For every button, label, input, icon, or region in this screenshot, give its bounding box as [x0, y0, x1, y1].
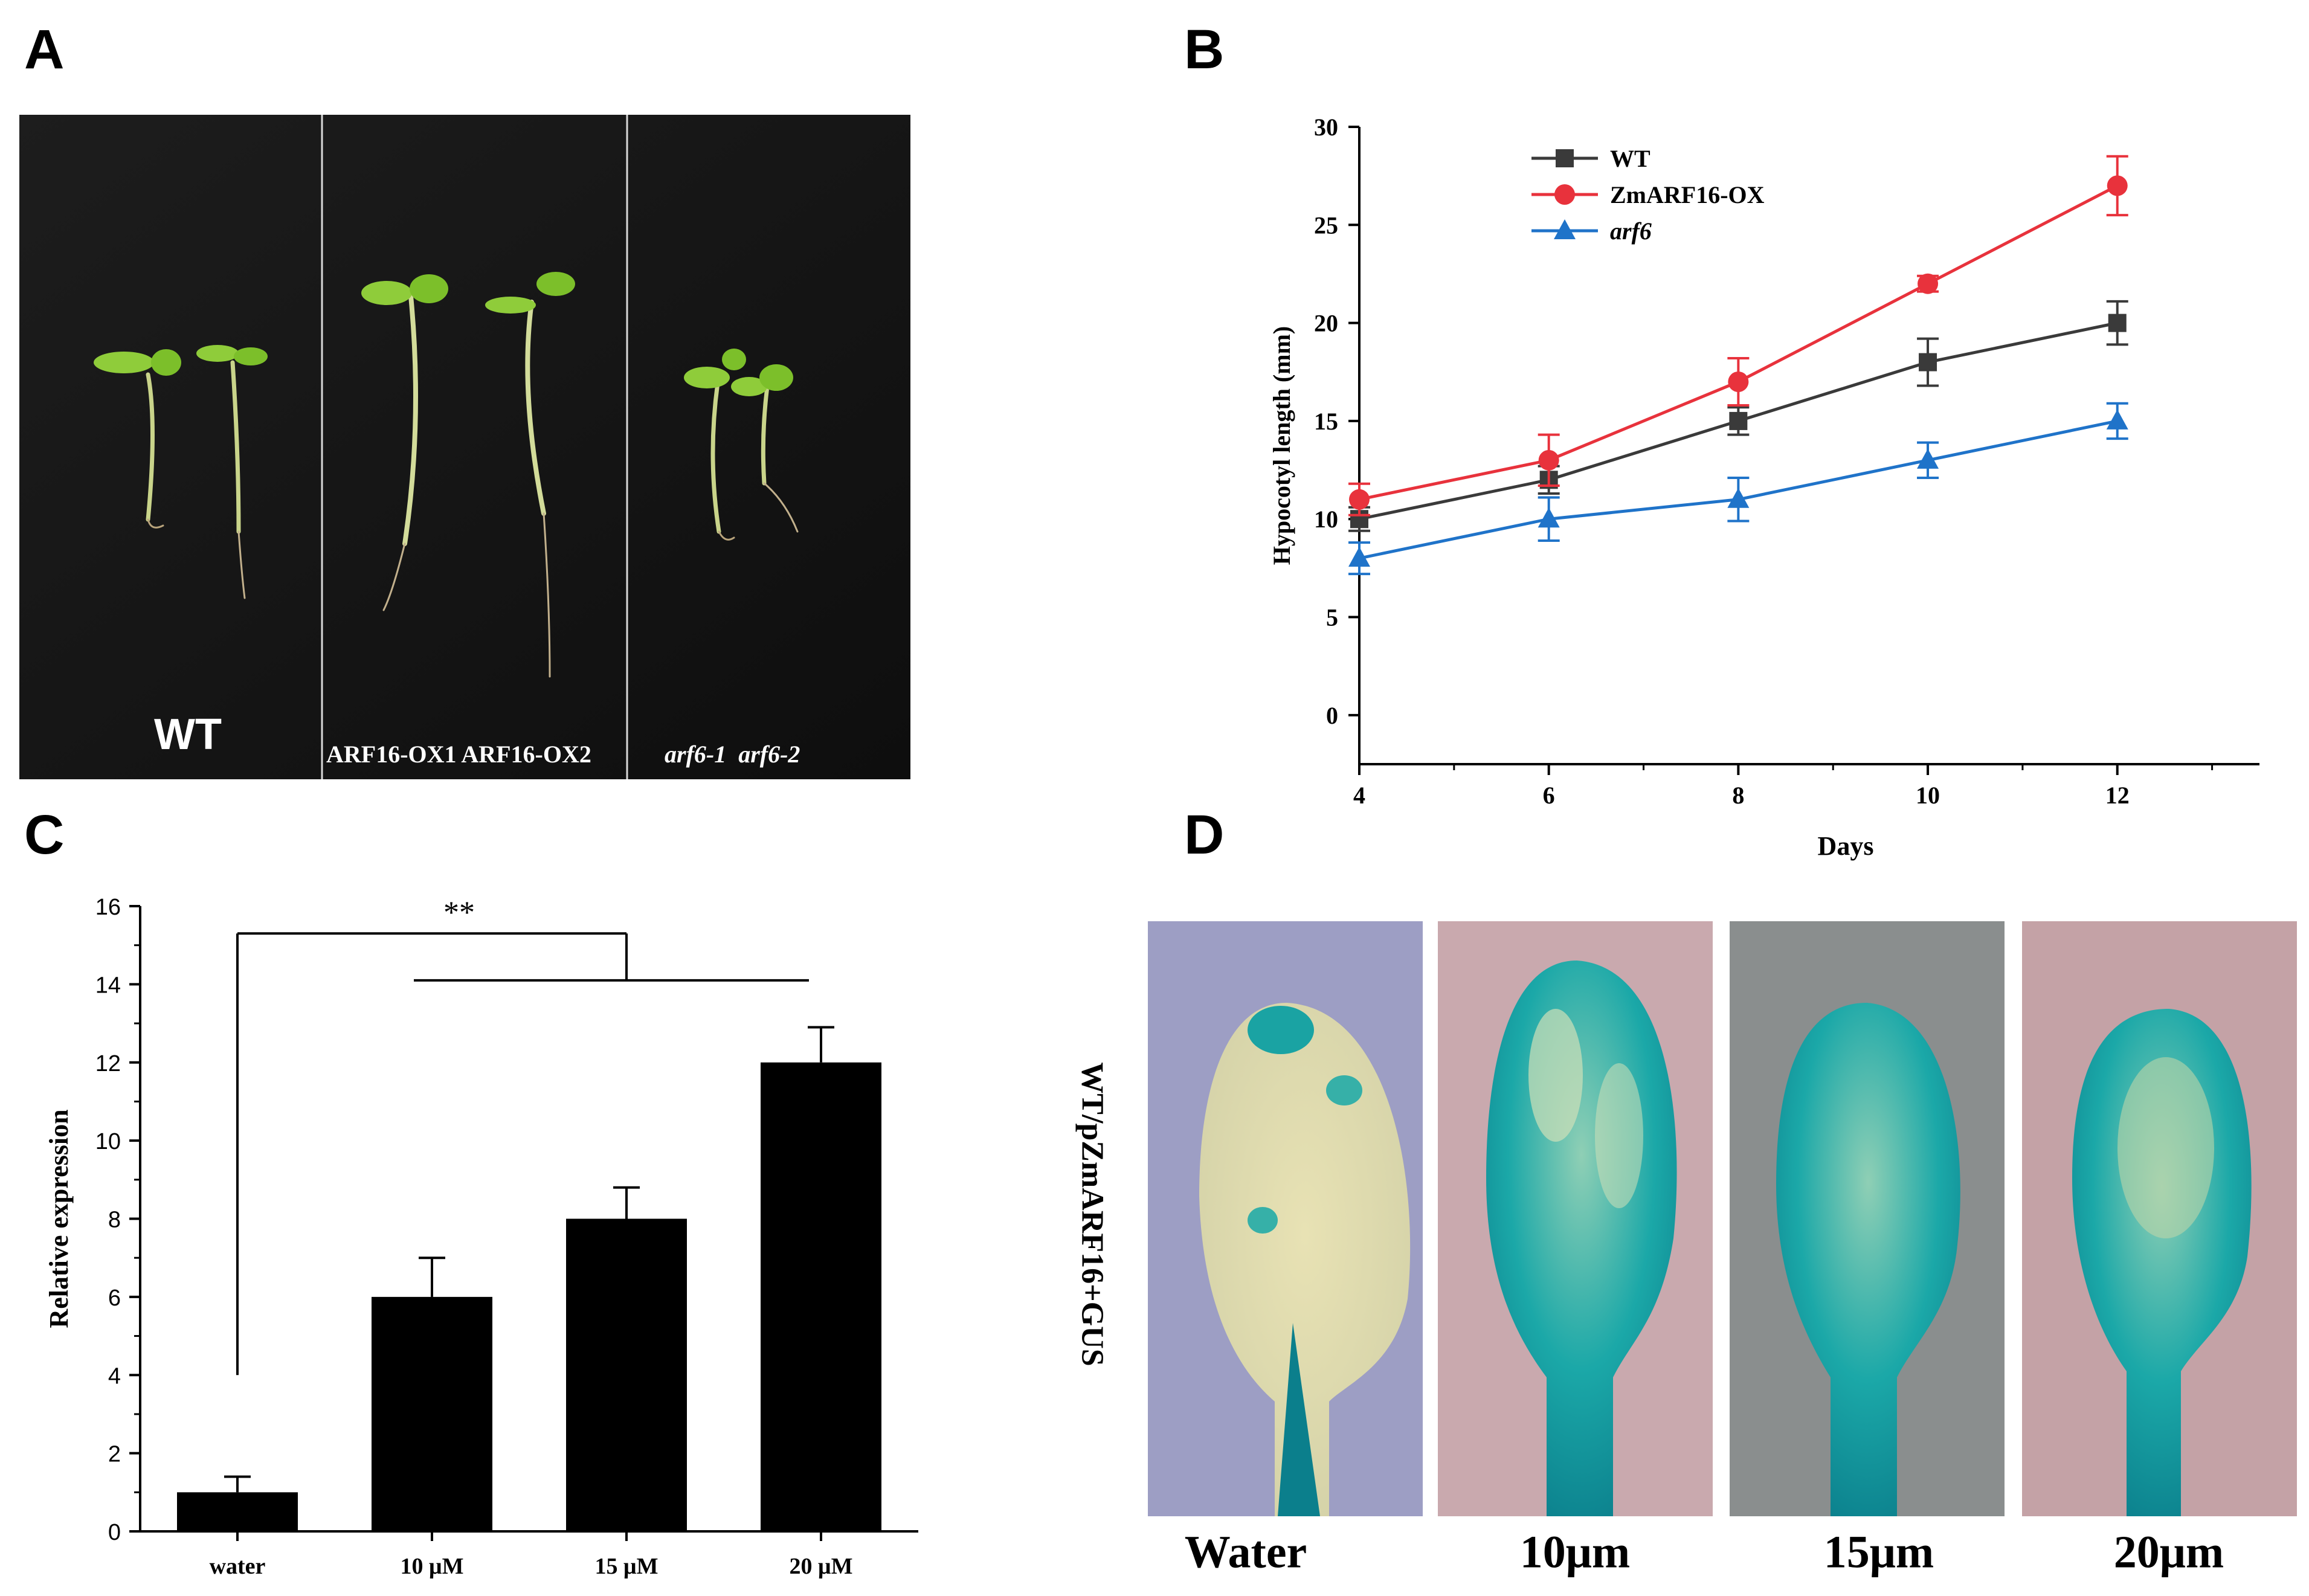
legend-label: WT [1610, 145, 1650, 172]
y-tick-label: 16 [95, 895, 121, 920]
y-tick-label: 4 [108, 1363, 121, 1389]
wt-seedlings [94, 345, 268, 599]
arf16-ox-seedlings [361, 272, 575, 678]
y-tick-label: 20 [1314, 310, 1338, 337]
data-point [1917, 448, 1939, 469]
data-point [1538, 449, 1559, 471]
y-axis-title: Hypocotyl length (mm) [1268, 326, 1295, 565]
data-point [1348, 547, 1370, 567]
series-zmarf16-ox [1348, 155, 2128, 516]
x-axis-title: Days [1818, 831, 1874, 861]
x-tick-label: 10 μM [401, 1554, 464, 1579]
x-tick-label: 15 μM [595, 1554, 659, 1579]
gus-label-10um: 10μm [1519, 1527, 1631, 1578]
gus-label-20um: 20μm [2113, 1527, 2224, 1578]
y-tick-label: 25 [1314, 211, 1338, 239]
y-tick-label: 10 [95, 1129, 121, 1154]
x-tick-label: 12 [2105, 782, 2130, 809]
gus-label-water: Water [1184, 1527, 1307, 1578]
x-tick-label: 4 [1353, 782, 1365, 809]
data-point [2107, 175, 2128, 196]
x-tick-label: 6 [1543, 782, 1555, 809]
y-tick-label: 0 [1326, 702, 1338, 729]
data-point [1539, 471, 1558, 489]
data-point [2108, 314, 2127, 332]
arf6-seedlings [684, 349, 799, 541]
y-tick-label: 10 [1314, 506, 1338, 533]
x-tick-label: 20 μM [790, 1554, 853, 1579]
y-tick-label: 12 [95, 1051, 121, 1076]
bar [177, 1492, 298, 1531]
series-line [1359, 419, 2118, 560]
data-point [2106, 409, 2128, 430]
series-arf6 [1348, 402, 2128, 576]
y-tick-label: 0 [108, 1520, 121, 1545]
x-tick-label: 10 [1916, 782, 1940, 809]
series-line [1359, 321, 2118, 521]
y-tick-label: 15 [1314, 408, 1338, 435]
x-tick-label: 8 [1732, 782, 1744, 809]
data-point [1350, 510, 1368, 529]
data-point [1727, 487, 1750, 508]
data-point [1918, 273, 1939, 294]
y-tick-label: 5 [1326, 604, 1338, 631]
gus-label-15um: 15μm [1823, 1527, 1934, 1578]
y-tick-label: 8 [108, 1208, 121, 1233]
y-tick-label: 30 [1314, 114, 1338, 141]
photo-a-label-arf16-ox: ARF16-OX1 ARF16-OX2 [326, 741, 591, 768]
bar [761, 1062, 881, 1531]
data-point [1728, 372, 1749, 392]
legend-marker [1554, 184, 1575, 205]
panel-letter-d: D [1184, 804, 1225, 866]
legend-label: ZmARF16-OX [1610, 181, 1765, 208]
significance-label: ** [443, 895, 475, 930]
series-wt [1348, 300, 2128, 532]
bar [566, 1218, 687, 1531]
data-point [1538, 507, 1560, 528]
bar [372, 1296, 492, 1531]
y-axis-title: Relative expression [44, 1109, 74, 1328]
legend-marker [1556, 149, 1574, 167]
gus-side-label: WT/pZmARF16+GUS [1075, 1062, 1110, 1366]
photo-a-label-wt: WT [154, 710, 222, 759]
series-line [1359, 184, 2118, 501]
x-tick-label: water [210, 1554, 266, 1579]
y-tick-label: 6 [108, 1285, 121, 1311]
photo-a-label-arf6: arf6-1 arf6-2 [665, 741, 800, 768]
legend-label: arf6 [1610, 217, 1652, 245]
panel-letter-c: C [24, 804, 65, 866]
data-point [1729, 411, 1748, 430]
legend-marker [1554, 219, 1576, 239]
y-tick-label: 2 [108, 1442, 121, 1467]
significance-bracket: ** [236, 895, 809, 1376]
y-tick-label: 14 [95, 973, 121, 998]
panel-letter-a: A [24, 19, 65, 80]
data-point [1919, 353, 1937, 372]
panel-letter-b: B [1184, 19, 1225, 80]
data-point [1349, 489, 1370, 510]
